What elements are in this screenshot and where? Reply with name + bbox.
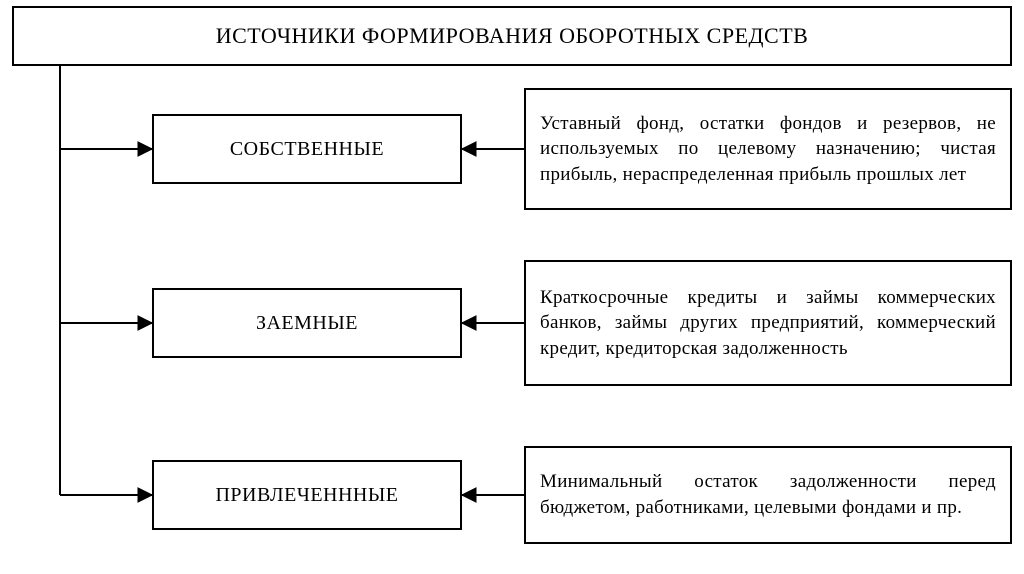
description-text: Уставный фонд, остатки фондов и резервов… — [526, 111, 1010, 188]
description-text: Минимальный остаток задолженности перед … — [526, 469, 1010, 520]
category-label: ПРИВЛЕЧЕНННЫЕ — [154, 484, 460, 507]
title-text: ИСТОЧНИКИ ФОРМИРОВАНИЯ ОБОРОТНЫХ СРЕДСТВ — [14, 23, 1010, 49]
description-text: Краткосрочные кредиты и займы коммерческ… — [526, 285, 1010, 362]
description-own: Уставный фонд, остатки фондов и резервов… — [524, 88, 1012, 210]
category-label: СОБСТВЕННЫЕ — [154, 138, 460, 161]
category-attr: ПРИВЛЕЧЕНННЫЕ — [152, 460, 462, 530]
title-box: ИСТОЧНИКИ ФОРМИРОВАНИЯ ОБОРОТНЫХ СРЕДСТВ — [12, 6, 1012, 66]
category-own: СОБСТВЕННЫЕ — [152, 114, 462, 184]
category-loan: ЗАЕМНЫЕ — [152, 288, 462, 358]
description-attr: Минимальный остаток задолженности перед … — [524, 446, 1012, 544]
category-label: ЗАЕМНЫЕ — [154, 312, 460, 335]
diagram-stage: ИСТОЧНИКИ ФОРМИРОВАНИЯ ОБОРОТНЫХ СРЕДСТВ… — [0, 0, 1024, 574]
description-loan: Краткосрочные кредиты и займы коммерческ… — [524, 260, 1012, 386]
